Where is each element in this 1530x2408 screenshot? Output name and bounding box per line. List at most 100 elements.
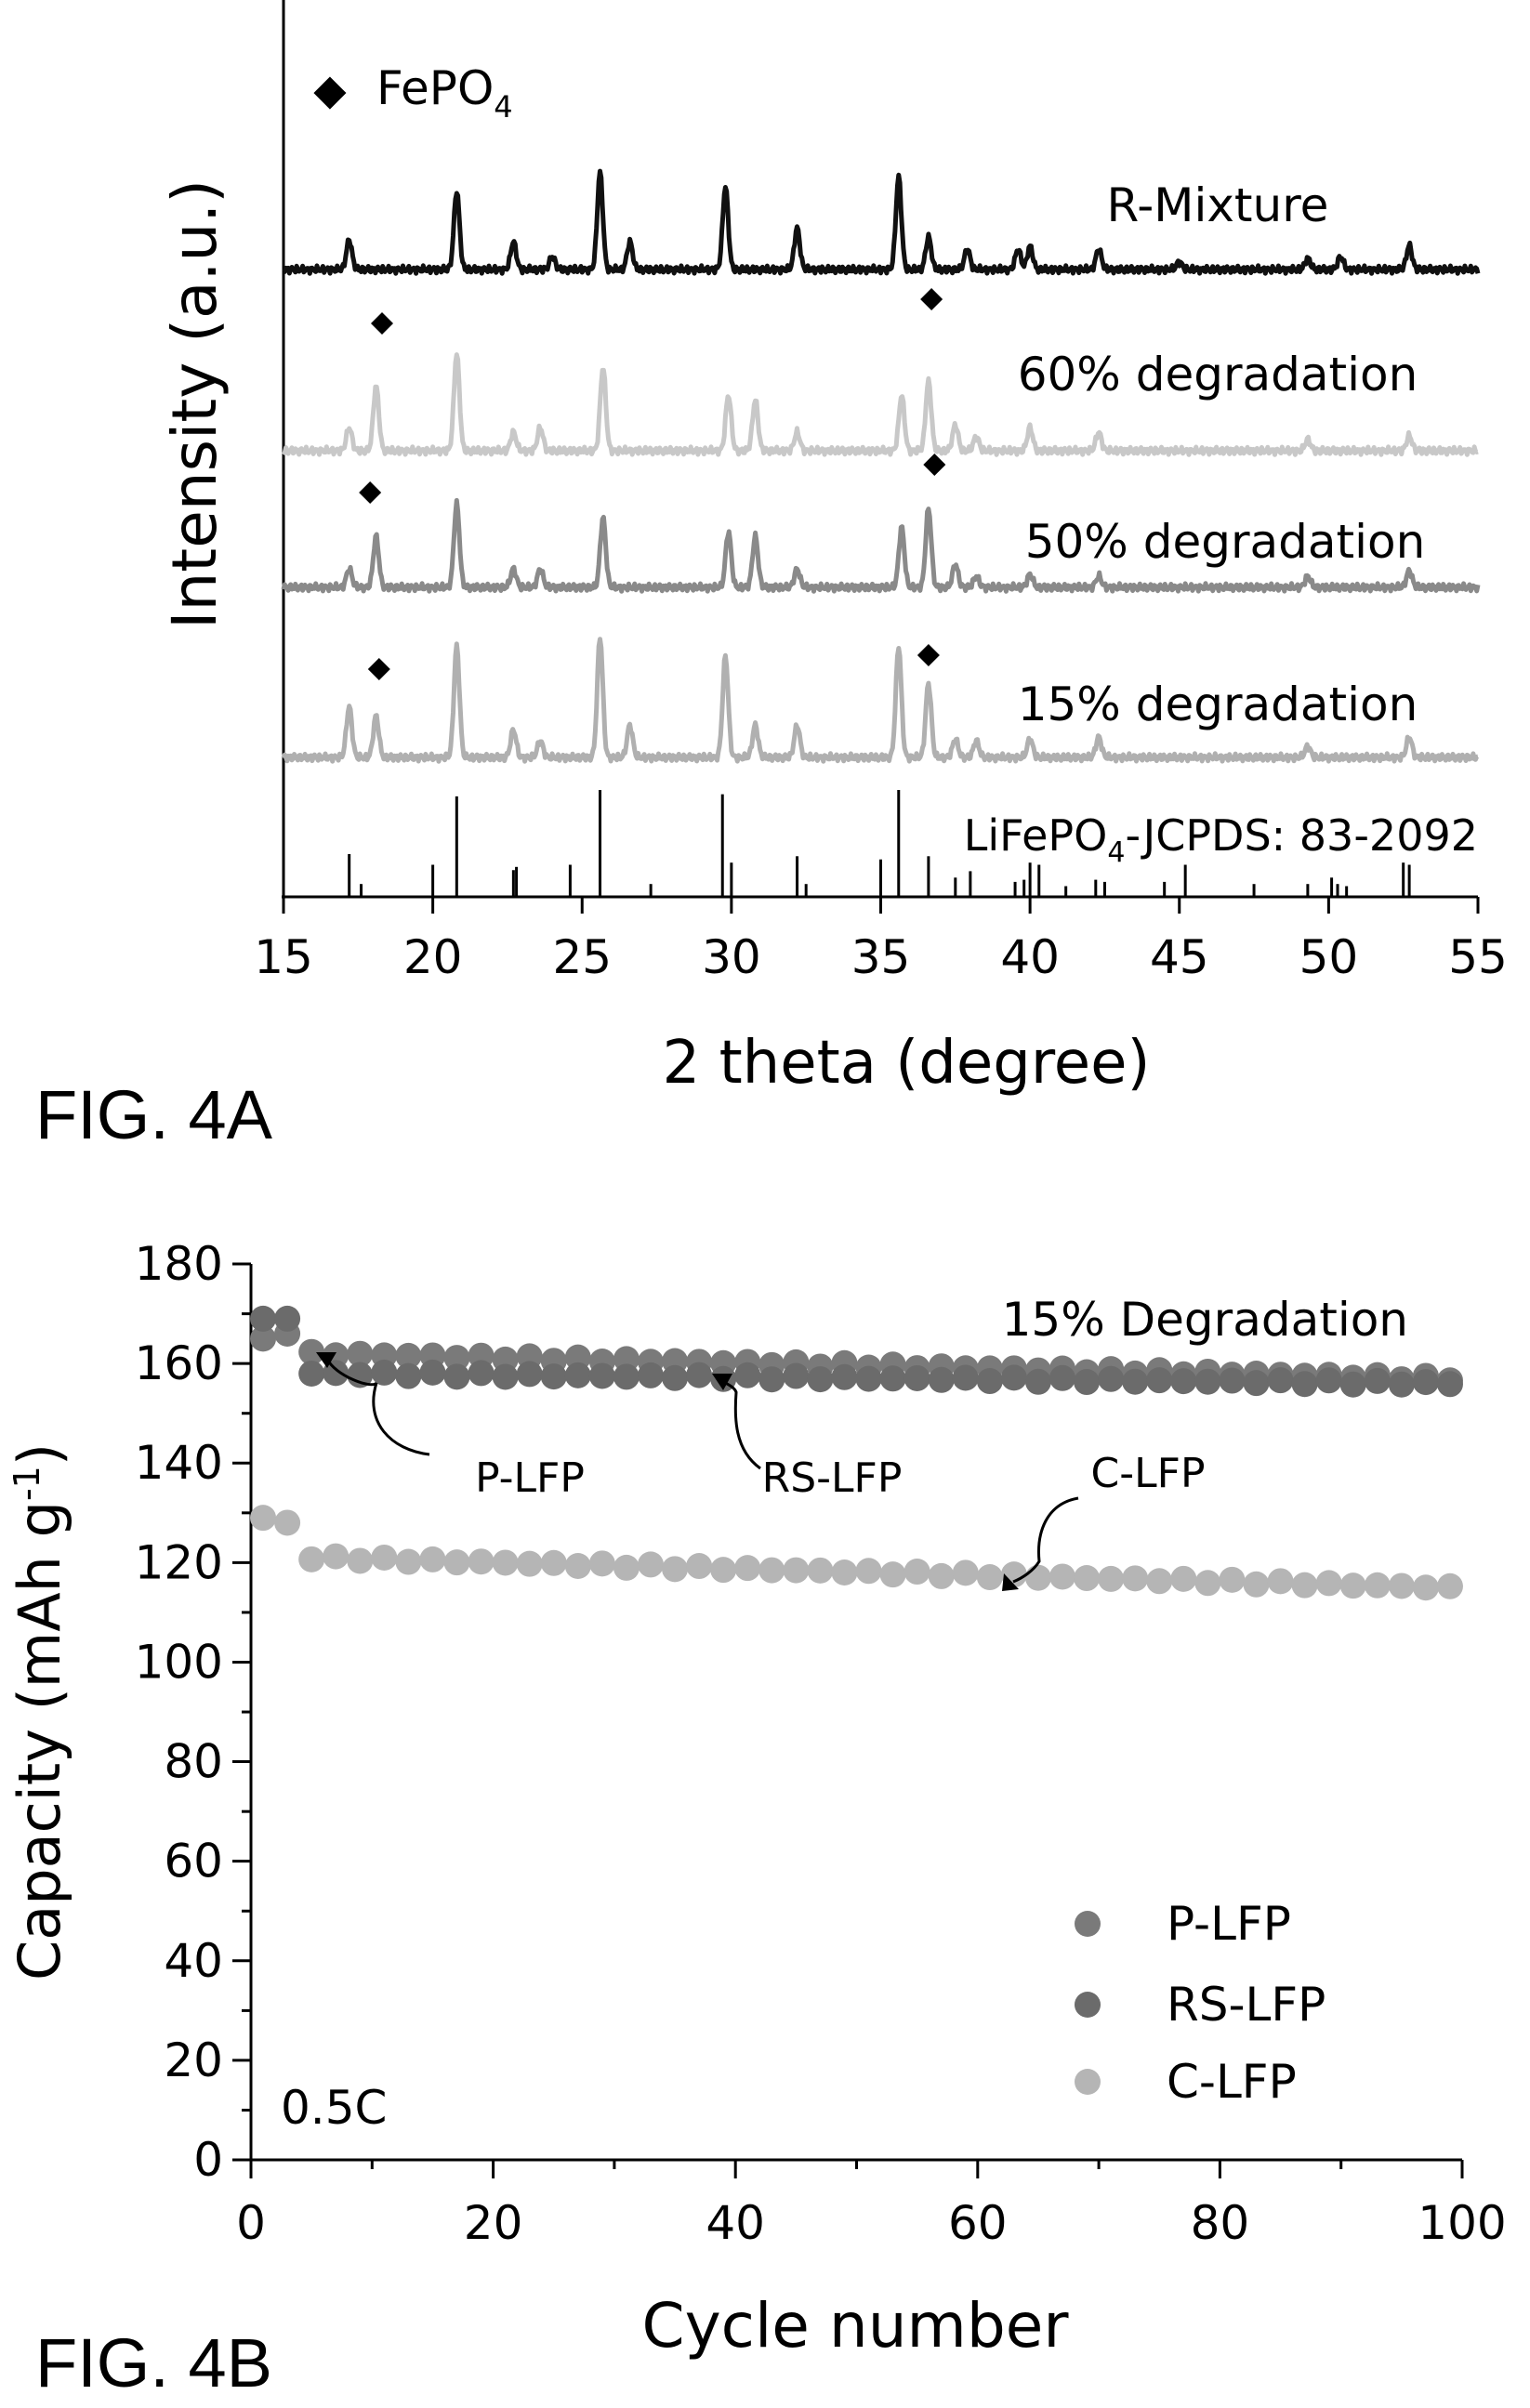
point-rs-lfp [1000, 1364, 1027, 1391]
cap-x-tick-label: 20 [464, 2196, 523, 2250]
xrd-x-tick-label: 55 [1448, 930, 1508, 984]
annotation-label-p-lfp: P-LFP [475, 1454, 585, 1502]
cap-x-tick-label: 100 [1418, 2196, 1506, 2250]
point-c-lfp [468, 1548, 495, 1575]
cap-y-tick-label: 20 [164, 2033, 223, 2087]
point-rs-lfp [1243, 1370, 1270, 1397]
fepo4-marker [371, 312, 394, 335]
point-rs-lfp [250, 1305, 277, 1332]
cap-points-group [250, 1305, 1463, 1601]
jcpds-reference-lines [348, 790, 1411, 897]
point-rs-lfp [831, 1363, 858, 1390]
point-rs-lfp [855, 1365, 882, 1392]
point-p-lfp [564, 1344, 591, 1371]
xrd-x-tick-labels: 15 20 25 30 35 40 45 50 55 [254, 930, 1508, 984]
cap-y-tick-labels: 0 20 40 60 80 100 120 140 160 180 [135, 1237, 223, 2187]
xrd-x-tick-label: 30 [702, 930, 761, 984]
xrd-y-axis-label: Intensity (a.u.) [159, 179, 231, 629]
point-c-lfp [758, 1557, 785, 1584]
point-rs-lfp [588, 1362, 615, 1389]
annotation-p-lfp: P-LFP [316, 1352, 585, 1502]
point-rs-lfp [1219, 1367, 1246, 1394]
point-rs-lfp [298, 1360, 325, 1387]
point-p-lfp [395, 1342, 422, 1369]
fepo4-marker [920, 288, 943, 310]
point-c-lfp [976, 1564, 1003, 1591]
point-c-lfp [1243, 1571, 1270, 1598]
cap-x-tick-labels: 0 20 40 60 80 100 [236, 2196, 1507, 2250]
point-rs-lfp [903, 1364, 930, 1391]
point-rs-lfp [419, 1359, 446, 1386]
fepo4-marker [367, 658, 390, 680]
figure-label-4b: FIG. 4B [35, 2324, 272, 2401]
point-c-lfp [371, 1544, 398, 1571]
point-c-lfp [734, 1555, 761, 1582]
point-rs-lfp [492, 1363, 519, 1390]
cap-y-ticks [232, 1262, 251, 2162]
point-rs-lfp [976, 1368, 1003, 1395]
cap-y-tick-label: 120 [135, 1535, 223, 1589]
point-c-lfp [1049, 1563, 1076, 1590]
fepo4-marker [923, 454, 946, 476]
jcpds-reference-label: LiFePO4-JCPDS: 83-2092 [964, 810, 1478, 869]
point-rs-lfp [1170, 1368, 1197, 1395]
point-rs-lfp [1436, 1371, 1463, 1398]
point-c-lfp [274, 1509, 301, 1536]
point-rs-lfp [1049, 1364, 1076, 1391]
point-c-lfp [928, 1562, 955, 1589]
xrd-x-tick-label: 15 [254, 930, 313, 984]
point-c-lfp [419, 1546, 446, 1572]
point-rs-lfp [879, 1365, 906, 1392]
xrd-x-tick-label: 20 [403, 930, 463, 984]
point-c-lfp [492, 1549, 519, 1576]
xrd-x-tick-label: 35 [851, 930, 911, 984]
point-c-lfp [637, 1551, 664, 1578]
xrd-x-ticks [282, 897, 1480, 914]
point-rs-lfp [662, 1364, 689, 1391]
cap-y-tick-label: 40 [164, 1934, 223, 1988]
point-rs-lfp [323, 1360, 350, 1387]
point-c-lfp [1170, 1565, 1197, 1592]
cap-x-tick-label: 0 [236, 2196, 266, 2250]
point-rs-lfp [1364, 1367, 1391, 1394]
point-c-lfp [395, 1548, 422, 1575]
point-c-lfp [1194, 1570, 1221, 1597]
point-rs-lfp [347, 1362, 374, 1388]
point-c-lfp [1098, 1565, 1125, 1592]
xrd-x-tick-label: 50 [1299, 930, 1359, 984]
point-c-lfp [952, 1559, 979, 1586]
annotation-c-lfp: C-LFP [1002, 1450, 1205, 1591]
point-c-lfp [1412, 1574, 1439, 1601]
point-c-lfp [686, 1553, 713, 1580]
point-rs-lfp [1412, 1369, 1439, 1396]
point-rs-lfp [1339, 1371, 1366, 1398]
fepo4-marker [359, 481, 382, 504]
figure-label-4a: FIG. 4A [35, 1076, 273, 1153]
point-c-lfp [347, 1547, 374, 1574]
cap-y-tick-label: 80 [164, 1735, 223, 1789]
legend-marker-c-lfp [1075, 2069, 1101, 2095]
point-c-lfp [1146, 1568, 1173, 1595]
cap-x-tick-label: 60 [948, 2196, 1008, 2250]
point-rs-lfp [613, 1363, 640, 1390]
point-rs-lfp [540, 1363, 567, 1390]
point-c-lfp [1291, 1572, 1318, 1599]
point-c-lfp [516, 1550, 543, 1577]
point-rs-lfp [1074, 1369, 1101, 1396]
xrd-trace-1 [282, 352, 1480, 457]
cap-x-ticks [249, 2160, 1464, 2178]
point-c-lfp [1024, 1564, 1051, 1591]
point-c-lfp [298, 1546, 325, 1572]
xrd-x-tick-label: 40 [1000, 930, 1060, 984]
point-c-lfp [250, 1505, 277, 1532]
point-p-lfp [443, 1345, 470, 1372]
legend-label-rs-lfp: RS-LFP [1167, 1978, 1326, 2032]
point-rs-lfp [1267, 1367, 1294, 1394]
xrd-series-group [281, 168, 1481, 764]
point-c-lfp [1219, 1566, 1246, 1593]
point-c-lfp [588, 1550, 615, 1577]
xrd-trace-2 [281, 497, 1481, 594]
cap-y-tick-label: 60 [164, 1835, 223, 1888]
point-rs-lfp [734, 1362, 761, 1388]
